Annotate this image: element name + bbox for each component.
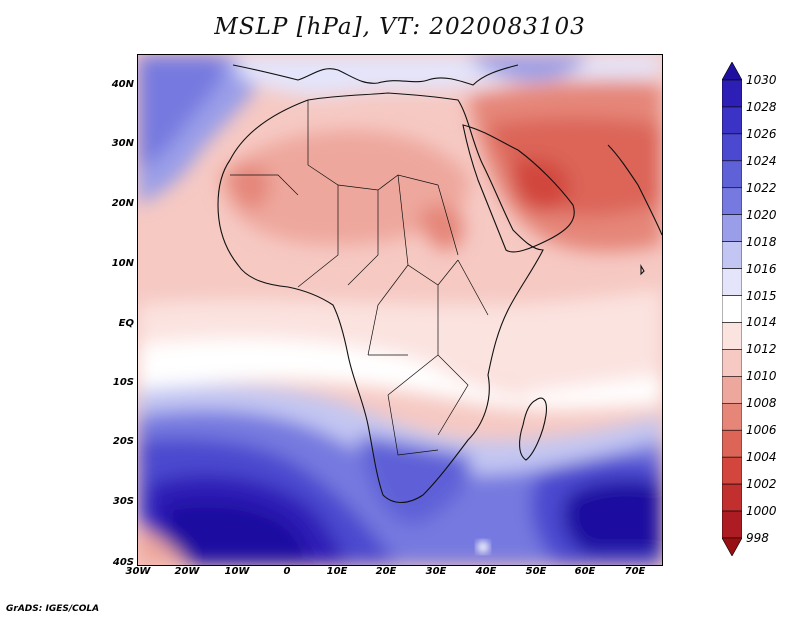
- lon-label-20w: 20W: [174, 566, 200, 577]
- colorbar-label: 1012: [746, 342, 777, 357]
- colorbar-cell: [722, 133, 742, 162]
- pressure-field: [138, 55, 662, 565]
- country-borders: [230, 100, 489, 456]
- lon-label-60e: 60E: [574, 566, 596, 577]
- grads-credit: GrADS: IGES/COLA: [6, 604, 100, 614]
- colorbar-cell: [722, 510, 742, 539]
- colorbar-label: 1016: [746, 261, 777, 276]
- colorbar-cell: [722, 483, 742, 512]
- colorbar-label: 1022: [746, 180, 777, 195]
- colorbar-label: 1024: [746, 153, 777, 168]
- white-spot: [477, 541, 489, 553]
- africa-outline: [217, 92, 544, 504]
- colorbar-label: 1026: [746, 126, 777, 141]
- colorbar-cell: [722, 214, 742, 242]
- colorbar-cell: [722, 402, 742, 431]
- map-title: MSLP [hPa], VT: 2020083103: [214, 14, 586, 40]
- colorbar-label: 1010: [746, 369, 777, 384]
- lon-label-40e: 40E: [475, 566, 497, 577]
- lon-label-50e: 50E: [525, 566, 547, 577]
- colorbar-cell: [722, 429, 742, 458]
- coastlines: [217, 64, 662, 504]
- lon-label-20e: 20E: [375, 566, 397, 577]
- lon-label-30w: 30W: [125, 566, 151, 577]
- lon-label-30e: 30E: [425, 566, 447, 577]
- colorbar-label: 1008: [746, 396, 777, 411]
- colorbar-bottom-triangle: [722, 537, 742, 556]
- lat-label-30n: 30N: [111, 138, 134, 149]
- colorbar-label: 1004: [746, 450, 777, 465]
- lon-label-70e: 70E: [624, 566, 646, 577]
- colorbar-cell: [722, 322, 742, 350]
- colorbar-cell: [722, 106, 742, 135]
- lat-label-20s: 20S: [112, 436, 134, 447]
- colorbar-cell: [722, 268, 742, 296]
- colorbar-label: 1014: [746, 315, 777, 330]
- madagascar-outline: [519, 397, 547, 461]
- colorbar-label: 1006: [746, 423, 777, 438]
- colorbar-cell: [722, 349, 742, 377]
- lat-label-40n: 40N: [111, 79, 134, 90]
- lat-label-10n: 10N: [111, 258, 134, 269]
- lat-label-40s: 40S: [112, 557, 134, 568]
- lon-label-10e: 10E: [326, 566, 348, 577]
- lon-label-0: 0: [283, 566, 291, 577]
- colorbar-cell: [722, 456, 742, 485]
- lat-label-30s: 30S: [112, 496, 134, 507]
- colorbar-cell: [722, 160, 742, 189]
- india-outline: [607, 144, 662, 236]
- colorbar-cell: [722, 79, 742, 108]
- lat-label-10s: 10S: [112, 377, 134, 388]
- lat-label-20n: 20N: [111, 198, 134, 209]
- lat-label-eq: EQ: [118, 318, 134, 329]
- colorbar-cells: [722, 62, 742, 556]
- colorbar-label: 1002: [746, 477, 777, 492]
- colorbar-cell: [722, 241, 742, 269]
- colorbar-label: 1015: [746, 288, 777, 303]
- colorbar-label: 1028: [746, 99, 777, 114]
- arabia-outline: [462, 124, 575, 253]
- colorbar-label: 1018: [746, 234, 777, 249]
- colorbar-top-triangle: [722, 62, 742, 81]
- colorbar-cell: [722, 187, 742, 216]
- europe-outline: [232, 64, 519, 86]
- colorbar-label: 1030: [746, 73, 777, 87]
- colorbar-label: 998: [746, 531, 769, 545]
- colorbar: [722, 62, 742, 556]
- lon-label-10w: 10W: [224, 566, 250, 577]
- colorbar-cell: [722, 376, 742, 404]
- colorbar-label: 1000: [746, 504, 777, 519]
- mslp-map: [137, 54, 663, 566]
- colorbar-cell: [722, 295, 742, 323]
- colorbar-label: 1020: [746, 207, 777, 222]
